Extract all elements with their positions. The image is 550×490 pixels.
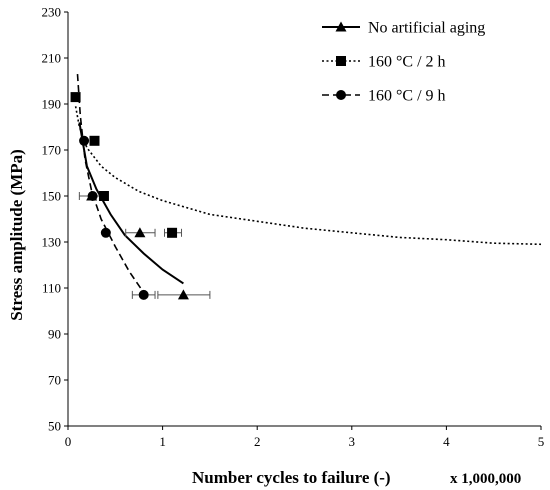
trend-line-160-c-9-h xyxy=(76,74,145,294)
legend-marker-160-c-2-h xyxy=(336,56,346,66)
y-tick-label: 130 xyxy=(42,235,62,250)
y-tick-label: 170 xyxy=(42,143,62,158)
y-tick-label: 150 xyxy=(42,189,62,204)
data-point-160-c-9-h xyxy=(100,227,111,238)
y-tick-label: 190 xyxy=(42,97,62,112)
trend-line-no-artificial-aging xyxy=(78,122,184,285)
data-point-160-c-9-h xyxy=(138,289,149,300)
y-tick-label: 110 xyxy=(42,281,61,296)
data-point-160-c-9-h xyxy=(87,191,98,201)
x-tick-label: 3 xyxy=(349,434,356,449)
legend-marker-no-artificial-aging xyxy=(335,21,347,32)
y-tick-label: 230 xyxy=(42,5,62,20)
error-bars xyxy=(78,192,211,299)
data-markers xyxy=(70,92,189,300)
data-point-no-artificial-aging xyxy=(134,227,146,238)
legend-label-160-c-9-h: 160 °C / 9 h xyxy=(368,88,446,105)
x-axis-title: Number cycles to failure (-) xyxy=(192,468,391,487)
x-axis-multiplier: x 1,000,000 xyxy=(450,471,521,487)
legend-label-no-artificial-aging: No artificial aging xyxy=(368,20,485,37)
y-tick-label: 90 xyxy=(48,327,61,342)
y-tick-label: 210 xyxy=(42,51,62,66)
y-tick-label: 70 xyxy=(48,373,61,388)
legend-label-160-c-2-h: 160 °C / 2 h xyxy=(368,54,446,71)
data-point-160-c-2-h xyxy=(89,135,100,146)
y-axis-title: Stress amplitude (MPa) xyxy=(7,149,26,321)
y-tick-label: 50 xyxy=(48,419,61,434)
data-point-160-c-2-h xyxy=(98,191,109,201)
trend-line-160-c-2-h xyxy=(74,106,542,246)
x-tick-label: 5 xyxy=(538,434,545,449)
data-point-no-artificial-aging xyxy=(177,289,189,300)
legend-marker-160-c-9-h xyxy=(336,90,346,100)
data-point-160-c-2-h xyxy=(167,227,178,238)
x-tick-label: 4 xyxy=(443,434,450,449)
x-tick-label: 2 xyxy=(254,434,261,449)
trend-lines xyxy=(74,74,542,294)
x-tick-label: 1 xyxy=(159,434,166,449)
data-point-160-c-2-h xyxy=(70,92,81,103)
x-tick-label: 0 xyxy=(65,434,72,449)
legend: No artificial aging 160 °C / 2 h 160 °C / … xyxy=(322,20,485,105)
axes xyxy=(64,11,542,430)
tick-labels: 50 70 90 110 130 150 170 190 210 230 0 1 2 3 4 5 xyxy=(42,5,545,450)
data-point-160-c-9-h xyxy=(79,135,90,146)
